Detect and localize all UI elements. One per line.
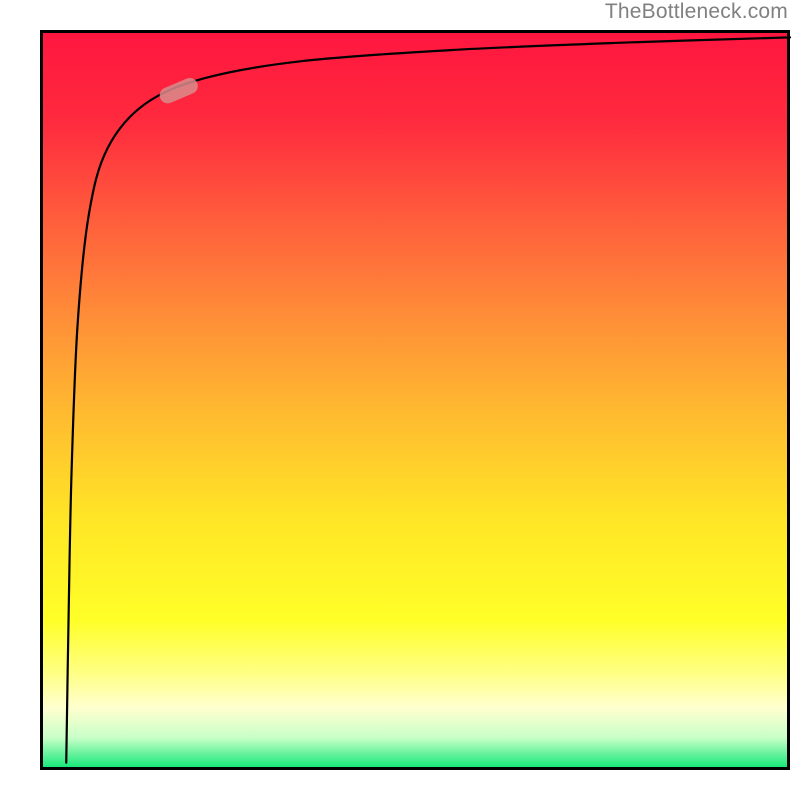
- chart-stage: TheBottleneck.com: [0, 0, 800, 800]
- plot-background: [43, 33, 787, 767]
- chart-svg: [0, 0, 800, 800]
